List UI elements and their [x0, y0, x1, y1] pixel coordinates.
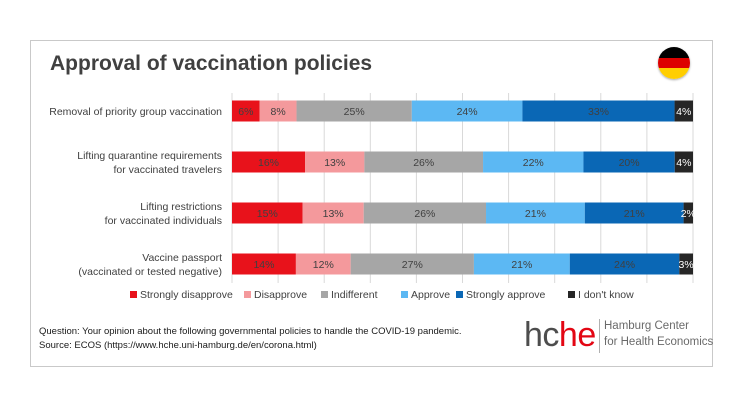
bar-segment — [483, 151, 584, 173]
data-label: 26% — [413, 157, 434, 169]
bar-segment — [259, 100, 297, 122]
bar-segment — [522, 100, 675, 122]
data-label: 33% — [588, 106, 609, 118]
legend-swatch — [401, 291, 408, 298]
data-label: 24% — [457, 106, 478, 118]
data-label: 22% — [523, 157, 544, 169]
logo-mark-he: he — [558, 316, 596, 354]
data-label: 25% — [344, 106, 365, 118]
legend-label: Strongly disapprove — [140, 289, 233, 301]
legend-swatch — [130, 291, 137, 298]
bar-segment — [232, 100, 260, 122]
bar-segment — [295, 253, 351, 275]
bar-segment — [486, 202, 585, 224]
stacked-bar-chart: Removal of priority group vaccination Lif… — [49, 93, 696, 301]
data-label: 16% — [258, 157, 279, 169]
bar-segment — [232, 253, 296, 275]
legend-swatch — [321, 291, 328, 298]
legend-label: Approve — [411, 289, 450, 301]
bar-segment — [411, 100, 523, 122]
chart-title: Approval of vaccination policies — [50, 52, 373, 75]
data-label: 12% — [313, 259, 334, 271]
data-label: 3% — [679, 259, 694, 271]
logo-line-2: for Health Economics — [604, 336, 714, 348]
logo-text: Hamburg Center for Health Economics — [604, 318, 713, 350]
bar-segment — [674, 151, 693, 173]
bar-segment — [232, 202, 303, 224]
data-label: 8% — [271, 106, 286, 118]
bar-segment — [674, 100, 693, 122]
flag-stripe-red — [658, 57, 690, 69]
flag-stripe-black — [658, 47, 690, 58]
legend-swatch — [244, 291, 251, 298]
legend-label: I don't know — [578, 289, 634, 301]
category-label: Lifting quarantine requirements for vacci… — [77, 150, 222, 176]
flag-stripe-gold — [658, 68, 690, 79]
category-label: Removal of priority group vaccination — [49, 106, 222, 118]
bar-segment — [583, 151, 675, 173]
footnote-question: Question: Your opinion about the followi… — [39, 326, 462, 337]
logo-line-1: Hamburg Center — [604, 320, 690, 332]
logo-mark-hc: hc — [524, 316, 559, 354]
chart-card: Approval of vaccination policies Removal… — [30, 40, 713, 367]
category-label: Lifting restrictions for vaccinated indiv… — [105, 201, 222, 227]
data-label: 15% — [257, 208, 278, 220]
footnote-source: Source: ECOS (https://www.hche.uni-hambu… — [39, 340, 317, 351]
category-label: Vaccine passport (vaccinated or tested ne… — [78, 252, 222, 278]
bar-segment — [363, 202, 487, 224]
bar-segment — [305, 151, 365, 173]
bar-segment — [296, 100, 412, 122]
bar-segment — [350, 253, 474, 275]
bar-segment — [302, 202, 364, 224]
data-label: 2% — [681, 208, 696, 220]
data-label: 21% — [511, 259, 532, 271]
bar-segment — [232, 151, 306, 173]
bar-segment — [679, 253, 693, 275]
legend-swatch — [568, 291, 575, 298]
bar-segment — [473, 253, 570, 275]
data-label: 13% — [323, 208, 344, 220]
bar-segment — [584, 202, 684, 224]
data-label: 20% — [619, 157, 640, 169]
data-label: 27% — [402, 259, 423, 271]
data-label: 4% — [676, 157, 691, 169]
data-label: 24% — [614, 259, 635, 271]
data-label: 21% — [624, 208, 645, 220]
logo-mark: hche — [524, 316, 596, 354]
germany-flag-icon — [658, 47, 690, 79]
bar-segment — [364, 151, 484, 173]
logo-divider — [599, 319, 600, 353]
footnote: Question: Your opinion about the followi… — [39, 325, 462, 353]
legend-label: Indifferent — [331, 289, 378, 301]
bar-segment — [683, 202, 693, 224]
legend-label: Strongly approve — [466, 289, 546, 301]
data-label: 4% — [676, 106, 691, 118]
data-label: 21% — [525, 208, 546, 220]
legend-swatch — [456, 291, 463, 298]
bar-segment — [569, 253, 680, 275]
data-label: 26% — [414, 208, 435, 220]
legend-label: Disapprove — [254, 289, 307, 301]
data-label: 14% — [253, 259, 274, 271]
data-label: 6% — [238, 106, 253, 118]
data-label: 13% — [324, 157, 345, 169]
